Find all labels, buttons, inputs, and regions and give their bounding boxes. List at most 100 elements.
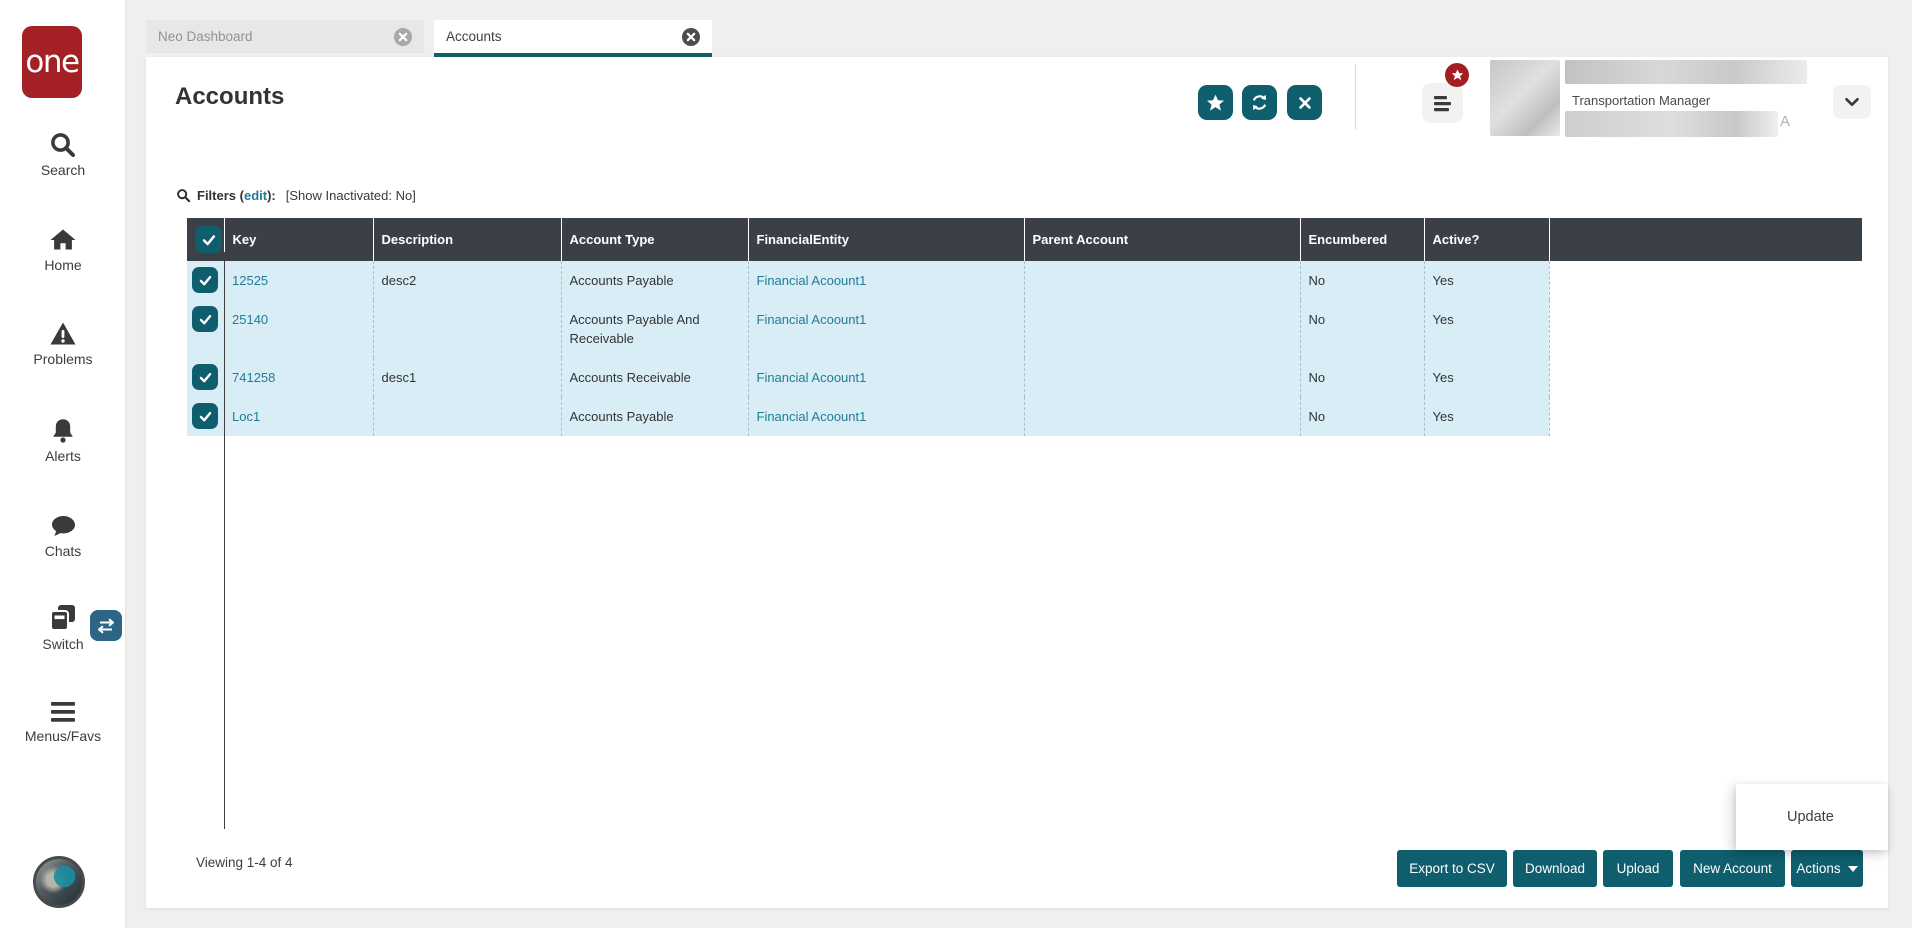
cell-encumbered: No bbox=[1300, 261, 1425, 300]
close-icon bbox=[682, 27, 700, 46]
cell-key: 25140 bbox=[224, 300, 374, 358]
column-header-encumbered[interactable]: Encumbered bbox=[1300, 218, 1425, 261]
cell-description: desc1 bbox=[373, 358, 562, 397]
column-header-description[interactable]: Description bbox=[373, 218, 562, 261]
sidebar-label-problems: Problems bbox=[33, 351, 93, 367]
favorites-menu-button[interactable] bbox=[1422, 83, 1463, 123]
sidebar-label-menus-favs: Menus/Favs bbox=[24, 728, 102, 744]
sidebar-item-alerts[interactable]: Alerts bbox=[0, 417, 126, 464]
cell-empty bbox=[1549, 261, 1862, 300]
hamburger-menu-icon bbox=[51, 702, 75, 722]
cell-active: Yes bbox=[1424, 397, 1550, 436]
select-all-checkbox[interactable] bbox=[195, 226, 222, 253]
user-avatar[interactable] bbox=[33, 856, 85, 908]
check-icon bbox=[199, 411, 211, 421]
cell-parent-account bbox=[1024, 300, 1301, 358]
search-icon bbox=[177, 189, 191, 203]
column-header-empty bbox=[1549, 218, 1862, 261]
sidebar-item-problems[interactable]: Problems bbox=[0, 320, 126, 367]
sidebar-item-menus-favs[interactable]: Menus/Favs bbox=[0, 699, 126, 744]
financial-entity-link[interactable]: Financial Acoount1 bbox=[756, 312, 867, 327]
tab-label: Neo Dashboard bbox=[158, 29, 253, 44]
row-checkbox[interactable] bbox=[192, 267, 218, 293]
cell-encumbered: No bbox=[1300, 397, 1425, 436]
user-menu-button[interactable] bbox=[1833, 85, 1871, 119]
column-header-key[interactable]: Key bbox=[224, 218, 374, 261]
column-header-parent-account[interactable]: Parent Account bbox=[1024, 218, 1301, 261]
financial-entity-link[interactable]: Financial Acoount1 bbox=[756, 409, 867, 424]
chevron-down-icon bbox=[1845, 97, 1859, 107]
cell-key: 12525 bbox=[224, 261, 374, 300]
cell-account-type: Accounts Receivable bbox=[561, 358, 749, 397]
select-all-header bbox=[187, 218, 225, 261]
close-icon bbox=[1298, 96, 1311, 109]
actions-button-label: Actions bbox=[1796, 861, 1841, 876]
filters-label-suffix: ): bbox=[267, 188, 276, 203]
menu-lines-icon bbox=[1433, 95, 1451, 111]
cell-description bbox=[373, 300, 562, 358]
upload-button[interactable]: Upload bbox=[1603, 850, 1673, 887]
sidebar-item-search[interactable]: Search bbox=[0, 131, 126, 178]
export-to-csv-button[interactable]: Export to CSV bbox=[1397, 850, 1507, 887]
cell-empty bbox=[1549, 358, 1862, 397]
new-account-button[interactable]: New Account bbox=[1680, 850, 1785, 887]
sidebar-label-switch: Switch bbox=[42, 636, 84, 652]
close-page-button[interactable] bbox=[1287, 85, 1322, 120]
warning-triangle-icon bbox=[50, 322, 76, 345]
key-link[interactable]: 12525 bbox=[232, 273, 269, 288]
redacted-user-name bbox=[1565, 60, 1807, 84]
table-row[interactable]: 25140 Accounts Payable And Receivable Fi… bbox=[187, 300, 1862, 358]
cell-account-type: Accounts Payable bbox=[561, 397, 749, 436]
download-button[interactable]: Download bbox=[1513, 850, 1597, 887]
tab-close-button[interactable] bbox=[394, 27, 412, 46]
key-link[interactable]: 25140 bbox=[232, 312, 269, 327]
star-icon bbox=[1451, 69, 1463, 81]
row-checkbox[interactable] bbox=[192, 364, 218, 390]
tab-close-button[interactable] bbox=[682, 27, 700, 46]
row-select-cell bbox=[187, 261, 224, 300]
tab-neo-dashboard[interactable]: Neo Dashboard bbox=[146, 20, 424, 53]
close-icon bbox=[394, 27, 412, 46]
refresh-icon bbox=[1252, 94, 1267, 111]
filters-label: Filters ( bbox=[197, 188, 244, 203]
refresh-button[interactable] bbox=[1242, 85, 1277, 120]
cell-description bbox=[373, 397, 562, 436]
cell-key: Loc1 bbox=[224, 397, 374, 436]
bell-icon bbox=[53, 419, 73, 443]
favorite-button[interactable] bbox=[1198, 85, 1233, 120]
tab-accounts[interactable]: Accounts bbox=[434, 20, 712, 57]
sidebar-item-switch[interactable]: Switch bbox=[0, 603, 126, 652]
table-row[interactable]: 741258 desc1 Accounts Receivable Financi… bbox=[187, 358, 1862, 397]
sidebar-item-home[interactable]: Home bbox=[0, 226, 126, 273]
column-header-account-type[interactable]: Account Type bbox=[561, 218, 749, 261]
one-network-logo[interactable]: one bbox=[22, 26, 82, 98]
check-icon bbox=[199, 372, 211, 382]
cell-active: Yes bbox=[1424, 358, 1550, 397]
filters-edit-link[interactable]: edit bbox=[243, 188, 268, 203]
switch-toggle-badge[interactable] bbox=[90, 610, 122, 641]
sidebar-label-alerts: Alerts bbox=[45, 448, 81, 464]
sidebar: one Search Home Problems Alerts Chats Sw… bbox=[0, 0, 126, 928]
column-header-active[interactable]: Active? bbox=[1424, 218, 1550, 261]
cell-financial-entity: Financial Acoount1 bbox=[748, 358, 1025, 397]
caret-down-icon bbox=[1847, 865, 1858, 872]
key-link[interactable]: Loc1 bbox=[232, 409, 261, 424]
page-title: Accounts bbox=[175, 83, 285, 110]
key-link[interactable]: 741258 bbox=[232, 370, 276, 385]
financial-entity-link[interactable]: Financial Acoount1 bbox=[756, 370, 867, 385]
table-row[interactable]: Loc1 Accounts Payable Financial Acoount1… bbox=[187, 397, 1862, 436]
check-icon bbox=[199, 314, 211, 324]
column-header-financial-entity[interactable]: FinancialEntity bbox=[748, 218, 1025, 261]
cell-parent-account bbox=[1024, 397, 1301, 436]
cell-financial-entity: Financial Acoount1 bbox=[748, 397, 1025, 436]
redacted-user-org bbox=[1565, 111, 1778, 137]
row-checkbox[interactable] bbox=[192, 403, 218, 429]
actions-button[interactable]: Actions bbox=[1791, 850, 1863, 887]
financial-entity-link[interactable]: Financial Acoount1 bbox=[756, 273, 867, 288]
cell-encumbered: No bbox=[1300, 300, 1425, 358]
sidebar-item-chats[interactable]: Chats bbox=[0, 512, 126, 559]
row-checkbox[interactable] bbox=[192, 306, 218, 332]
menu-item-update[interactable]: Update bbox=[1787, 809, 1834, 825]
home-icon bbox=[50, 229, 76, 250]
table-row[interactable]: 12525 desc2 Accounts Payable Financial A… bbox=[187, 261, 1862, 300]
